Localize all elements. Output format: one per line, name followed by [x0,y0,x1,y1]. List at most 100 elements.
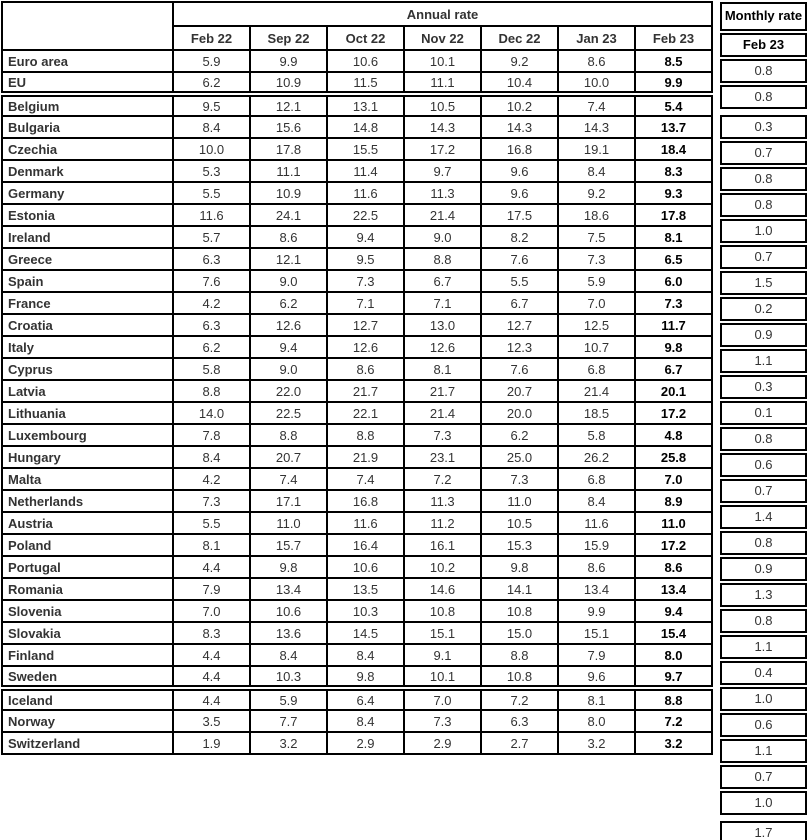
annual-rate-cell: 14.6 [403,577,482,601]
monthly-row: 1.0 [720,791,807,815]
annual-rate-cell: 11.0 [634,511,713,535]
table-row: Euro area 5.9 9.9 10.6 10.1 9.2 8.6 8.5 [1,49,713,73]
annual-rate-cell: 14.3 [403,115,482,139]
annual-rate-cell: 8.4 [326,709,405,733]
annual-rate-cell: 7.5 [557,225,636,249]
country-name: Euro area [1,49,174,73]
annual-rate-cell: 16.4 [326,533,405,557]
annual-rate-cell: 7.2 [403,467,482,491]
annual-rate-cell: 22.1 [326,401,405,425]
annual-rate-cell: 18.6 [557,203,636,227]
table-row: Czechia 10.0 17.8 15.5 17.2 16.8 19.1 18.4 [1,137,713,161]
monthly-row: 0.3 [720,115,807,139]
annual-rate-cell: 9.4 [326,225,405,249]
annual-rate-cell: 15.5 [326,137,405,161]
annual-rate-cell: 7.4 [249,467,328,491]
annual-rate-cell: 10.3 [326,599,405,623]
annual-rate-cell: 15.1 [557,621,636,645]
annual-rate-cell: 17.2 [634,533,713,557]
annual-rate-cell: 1.9 [172,731,251,755]
monthly-rate-cell: 0.8 [720,531,807,555]
monthly-rate-cell: 0.8 [720,85,807,109]
annual-rate-cell: 7.0 [172,599,251,623]
monthly-rate-cell: 0.8 [720,193,807,217]
annual-rate-cell: 8.6 [249,225,328,249]
annual-rate-cell: 13.7 [634,115,713,139]
annual-rate-cell: 20.1 [634,379,713,403]
annual-rate-cell: 7.6 [480,357,559,381]
annual-rate-cell: 6.5 [634,247,713,271]
annual-rate-cell: 14.3 [557,115,636,139]
country-name: Greece [1,247,174,271]
monthly-rate-cell: 1.0 [720,791,807,815]
table-row: EU 6.2 10.9 11.5 11.1 10.4 10.0 9.9 [1,71,713,95]
monthly-row: 0.4 [720,661,807,685]
annual-rate-cell: 9.7 [403,159,482,183]
monthly-row: 1.1 [720,349,807,373]
annual-rate-cell: 8.6 [557,49,636,73]
annual-rate-cell: 8.8 [634,685,713,711]
monthly-rate-cell: 1.0 [720,687,807,711]
annual-rate-cell: 25.8 [634,445,713,469]
monthly-row: 0.8 [720,167,807,191]
annual-rate-cell: 6.8 [557,467,636,491]
annual-rate-cell: 7.4 [326,467,405,491]
annual-rate-cell: 11.6 [172,203,251,227]
annual-rate-cell: 2.7 [480,731,559,755]
annual-rate-cell: 8.8 [403,247,482,271]
monthly-row: 0.9 [720,323,807,347]
annual-rate-cell: 2.9 [326,731,405,755]
monthly-row: 1.7 [720,821,807,840]
annual-rate-cell: 11.3 [403,181,482,205]
annual-rate-cell: 22.5 [249,401,328,425]
monthly-rate-cell: 1.1 [720,635,807,659]
table-row: Malta 4.2 7.4 7.4 7.2 7.3 6.8 7.0 [1,467,713,491]
annual-rate-cell: 12.7 [326,313,405,337]
monthly-row: 1.1 [720,635,807,659]
monthly-rate-cell: 0.6 [720,713,807,737]
annual-rate-cell: 7.0 [634,467,713,491]
monthly-row: 0.9 [720,557,807,581]
annual-rate-cell: 8.4 [557,489,636,513]
monthly-row: 0.7 [720,141,807,165]
annual-rate-cell: 8.4 [172,445,251,469]
annual-rate-cell: 5.3 [172,159,251,183]
country-name: Ireland [1,225,174,249]
monthly-rate-cell: 0.7 [720,141,807,165]
monthly-rate-cell: 1.0 [720,219,807,243]
annual-rate-cell: 11.4 [326,159,405,183]
annual-rate-cell: 10.8 [480,599,559,623]
annual-rate-cell: 12.6 [249,313,328,337]
country-name: Sweden [1,665,174,689]
annual-rate-cell: 10.3 [249,665,328,689]
monthly-rate-cell: 0.9 [720,557,807,581]
annual-rate-cell: 15.4 [634,621,713,645]
table-row: Lithuania 14.0 22.5 22.1 21.4 20.0 18.5 17.2 [1,401,713,425]
annual-rate-cell: 16.8 [480,137,559,161]
monthly-rate-cell: 0.8 [720,609,807,633]
annual-rate-cell: 18.4 [634,137,713,161]
annual-rate-cell: 3.2 [249,731,328,755]
table-row: Portugal 4.4 9.8 10.6 10.2 9.8 8.6 8.6 [1,555,713,579]
annual-rate-cell: 4.2 [172,291,251,315]
monthly-row: 0.8 [720,427,807,451]
annual-rate-cell: 9.8 [480,555,559,579]
group-gap-cell [720,111,807,113]
table-row: Netherlands 7.3 17.1 16.8 11.3 11.0 8.4 8.9 [1,489,713,513]
annual-rate-cell: 10.9 [249,181,328,205]
annual-rate-cell: 10.6 [326,555,405,579]
annual-rate-cell: 12.6 [326,335,405,359]
annual-rate-cell: 7.1 [326,291,405,315]
country-name: Latvia [1,379,174,403]
monthly-row: 0.3 [720,375,807,399]
annual-rate-cell: 8.1 [557,685,636,711]
monthly-rate-cell: 0.7 [720,479,807,503]
monthly-rate-cell: 1.3 [720,583,807,607]
table-row: Slovakia 8.3 13.6 14.5 15.1 15.0 15.1 15.4 [1,621,713,645]
annual-rate-cell: 8.5 [634,49,713,73]
country-name: Croatia [1,313,174,337]
annual-rate-cell: 10.7 [557,335,636,359]
monthly-row: 0.8 [720,609,807,633]
annual-rate-cell: 3.5 [172,709,251,733]
column-header-sep22: Sep 22 [249,25,328,51]
